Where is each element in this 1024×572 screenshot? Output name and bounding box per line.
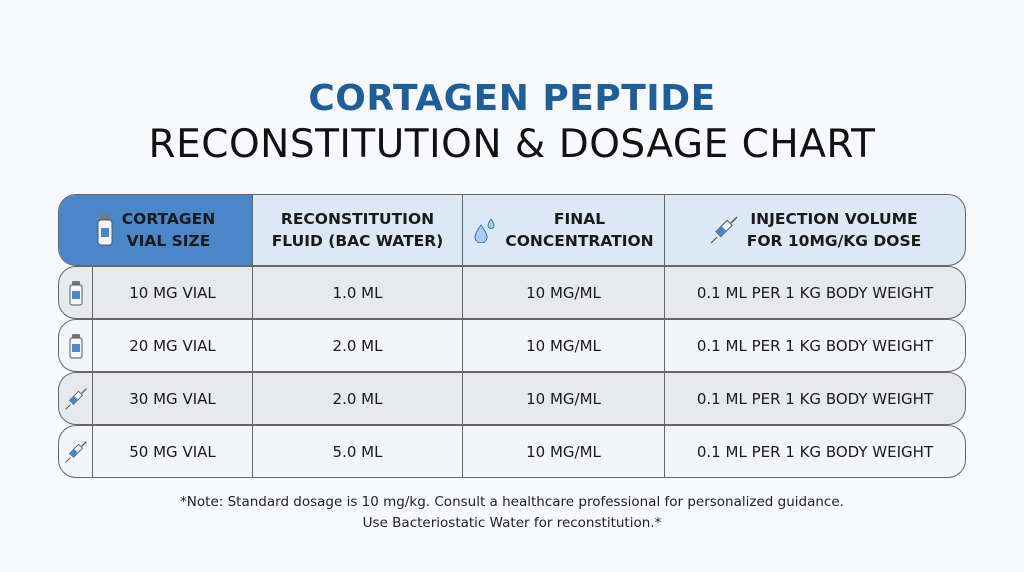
vial-icon [97,215,113,246]
syringe-icon [64,387,87,410]
dosage-table: CORTAGEN VIAL SIZE RECONSTITUTION FLUID (B… [58,194,966,478]
table-row: 20 MG VIAL 2.0 ML 10 MG/ML 0.1 ML PER 1 … [58,319,966,372]
header-fluid: RECONSTITUTION FLUID (BAC WATER) [253,195,463,265]
cell-vial: 20 MG VIAL [93,320,253,371]
table-header: CORTAGEN VIAL SIZE RECONSTITUTION FLUID (B… [58,194,966,266]
syringe-icon [710,216,738,244]
cell-vial: 10 MG VIAL [93,267,253,318]
cell-volume: 0.1 ML PER 1 KG BODY WEIGHT [696,389,934,408]
cell-volume: 0.1 ML PER 1 KG BODY WEIGHT [696,336,934,355]
cell-vial: 50 MG VIAL [93,426,253,477]
table-row: 50 MG VIAL 5.0 ML 10 MG/ML 0.1 ML PER 1 … [58,425,966,478]
syringe-icon [64,440,87,463]
cell-concentration: 10 MG/ML [463,426,665,477]
droplets-icon [474,218,495,243]
cell-fluid: 2.0 ML [253,373,463,424]
header-concentration: FINAL CONCENTRATION [463,195,665,265]
cell-volume: 0.1 ML PER 1 KG BODY WEIGHT [696,283,934,302]
header-injection-volume: INJECTION VOLUME FOR 10MG/KG DOSE [665,195,965,265]
header-vial-size: CORTAGEN VIAL SIZE [59,195,253,265]
cell-concentration: 10 MG/ML [463,267,665,318]
cell-fluid: 2.0 ML [253,320,463,371]
title-chart: RECONSTITUTION & DOSAGE CHART [148,122,876,167]
vial-icon [69,333,82,358]
title-product: CORTAGEN PEPTIDE [308,78,716,119]
vial-icon [69,280,82,305]
table-row: 30 MG VIAL 2.0 ML 10 MG/ML 0.1 ML PER 1 … [58,372,966,425]
cell-volume: 0.1 ML PER 1 KG BODY WEIGHT [696,442,934,461]
footnote: *Note: Standard dosage is 10 mg/kg. Cons… [180,494,844,531]
cell-fluid: 1.0 ML [253,267,463,318]
cell-concentration: 10 MG/ML [463,320,665,371]
table-row: 10 MG VIAL 1.0 ML 10 MG/ML 0.1 ML PER 1 … [58,266,966,319]
cell-concentration: 10 MG/ML [463,373,665,424]
cell-vial: 30 MG VIAL [93,373,253,424]
cell-fluid: 5.0 ML [253,426,463,477]
